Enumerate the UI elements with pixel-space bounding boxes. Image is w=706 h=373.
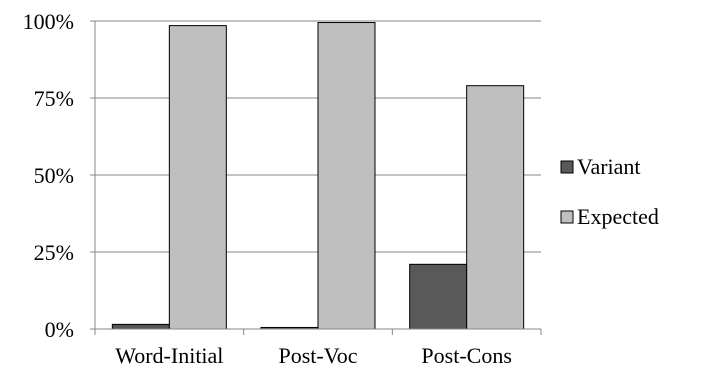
y-axis-tick-label: 50%: [34, 163, 74, 188]
bar-expected-post-voc: [317, 22, 376, 330]
legend-label-expected: Expected: [577, 204, 659, 229]
legend-swatch-expected: [560, 210, 574, 224]
x-axis-tick-labels: Word-Initial Post-Voc Post-Cons: [115, 343, 512, 368]
bars: [111, 22, 525, 330]
bar-expected-post-cons: [466, 85, 525, 330]
y-axis-tick-label: 100%: [23, 9, 74, 34]
x-axis-category-label: Post-Voc: [278, 343, 357, 368]
bar-variant-post-cons: [409, 263, 468, 330]
legend-label-variant: Variant: [577, 154, 641, 179]
y-axis-tick-label: 75%: [34, 86, 74, 111]
legend: Variant Expected: [560, 154, 659, 229]
x-axis-category-label: Post-Cons: [421, 343, 511, 368]
bar-variant-word-initial: [111, 323, 170, 330]
y-axis-tick-label: 0%: [45, 317, 74, 342]
y-axis-tick-label: 25%: [34, 240, 74, 265]
axes: [90, 20, 542, 335]
bar-expected-word-initial: [168, 25, 227, 330]
y-axis-tick-labels: 0% 25% 50% 75% 100%: [23, 9, 74, 342]
x-axis-category-label: Word-Initial: [115, 343, 223, 368]
legend-swatch-variant: [560, 160, 574, 174]
